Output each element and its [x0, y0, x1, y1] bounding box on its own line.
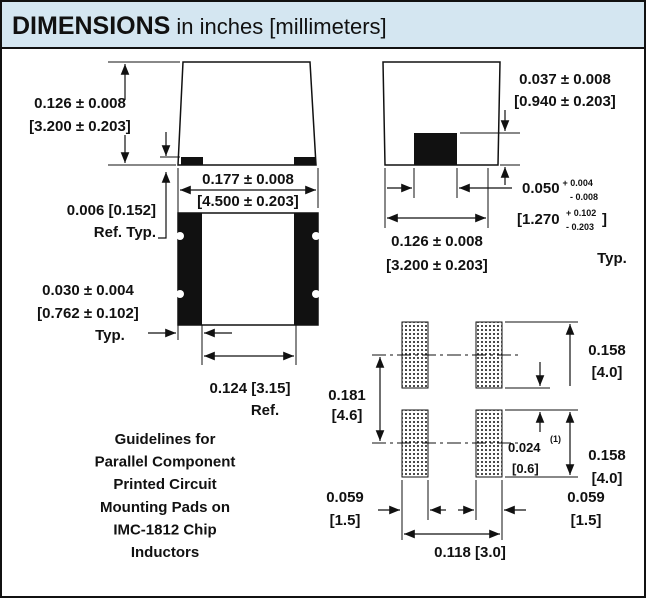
dim-label: [1.270 — [517, 211, 560, 228]
dim-label: 0.024 — [508, 440, 541, 455]
caption-line: Inductors — [131, 544, 199, 561]
dimension-labels: 0.126 ± 0.008 [3.200 ± 0.203] 0.177 ± 0.… — [29, 71, 627, 561]
dim-label: 0.181 — [328, 387, 366, 404]
dim-label: 0.059 — [326, 489, 364, 506]
dim-label: 0.037 ± 0.008 — [519, 71, 611, 88]
dim-label: 0.050 + 0.004 — [522, 178, 593, 197]
tol-plus: + 0.004 — [563, 178, 593, 188]
dim-label: 0.158 — [588, 447, 626, 464]
caption-line: IMC-1812 Chip — [113, 521, 216, 538]
dim-label: Ref. Typ. — [94, 224, 156, 241]
dim-label: 0.126 ± 0.008 — [34, 95, 126, 112]
dim-label: ] — [602, 211, 607, 228]
caption-line: Guidelines for — [115, 431, 216, 448]
dim-label: 0.126 ± 0.008 — [391, 233, 483, 250]
caption-line: Printed Circuit — [113, 476, 216, 493]
dim-value: 0.050 — [522, 180, 560, 197]
header-subtitle: in inches [millimeters] — [176, 14, 386, 39]
dim-label: 0.118 [3.0] — [434, 544, 506, 561]
header: DIMENSIONS in inches [millimeters] — [12, 12, 387, 40]
pad-layout — [372, 321, 578, 540]
dim-label: [4.0] — [592, 470, 623, 487]
chip-end-view — [382, 61, 520, 228]
dim-label: [0.762 ± 0.102] — [37, 305, 139, 322]
tol-minus: - 0.008 — [570, 192, 598, 202]
header-bg — [2, 2, 644, 48]
dim-label: 0.124 [3.15] — [210, 380, 291, 397]
caption: Guidelines for Parallel Component Printed … — [95, 431, 236, 561]
dim-label: [4.0] — [592, 364, 623, 381]
caption-line: Parallel Component — [95, 454, 236, 471]
dim-label: [4.500 ± 0.203] — [197, 193, 299, 210]
dim-label: 0.030 ± 0.004 — [42, 282, 134, 299]
dim-label: 0.177 ± 0.008 — [202, 171, 294, 188]
chip-bottom-view — [148, 168, 320, 365]
chip-side-view — [108, 61, 317, 239]
dim-label: 0.059 — [567, 489, 605, 506]
dim-label: [3.200 ± 0.203] — [29, 118, 131, 135]
dim-label: [0.940 ± 0.203] — [514, 93, 616, 110]
tol-minus: - 0.203 — [566, 222, 594, 232]
dim-label: [1.5] — [330, 512, 361, 529]
footnote-ref: (1) — [550, 434, 561, 444]
dim-label: Ref. — [251, 402, 279, 419]
dim-label: Typ. — [95, 327, 125, 344]
dim-label: [0.6] — [512, 461, 539, 476]
dim-label: 0.158 — [588, 342, 626, 359]
dim-label: 0.006 [0.152] — [67, 202, 156, 219]
dim-label: [1.5] — [571, 512, 602, 529]
dim-label: [4.6] — [332, 407, 363, 424]
dim-label: Typ. — [597, 250, 627, 267]
tol-plus: + 0.102 — [566, 208, 596, 218]
header-title: DIMENSIONS — [12, 12, 170, 40]
caption-line: Mounting Pads on — [100, 499, 230, 516]
dim-label: [3.200 ± 0.203] — [386, 257, 488, 274]
